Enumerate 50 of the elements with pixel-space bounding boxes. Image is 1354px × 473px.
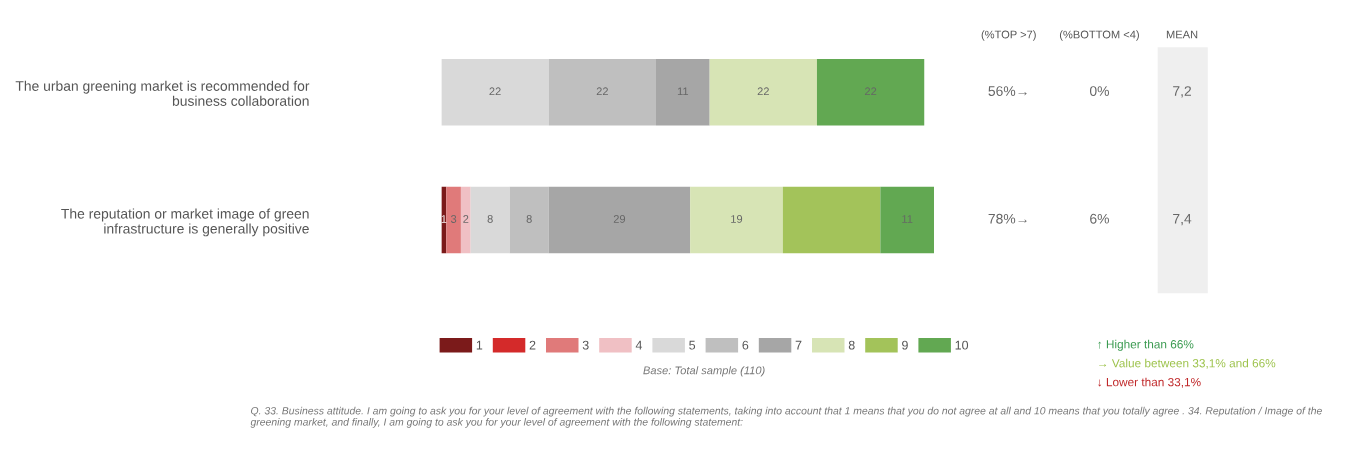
bar (709, 59, 817, 126)
data-label: 8 (487, 215, 493, 223)
text: ↑ Higher than 66% (1098, 339, 1194, 351)
text: 6% (1090, 213, 1109, 224)
bar (460, 186, 471, 254)
data-label: 22 (489, 87, 501, 96)
y-tick-label: The urban greening market is recommended for business collaboration (15, 80, 310, 106)
legend-label: 10 (955, 340, 969, 350)
legend-label: 8 (848, 340, 855, 350)
text: Q. 33. Business attitude. I am going to ask you for your level of agreement with the following statements, taking into account that 1 means that you do not agree at all and 10 means that you totally agree . 34. Reputation / Image of the greening market, and finally, I am going to ask you for your level of agreement with the following statement: (250, 406, 1322, 428)
bar (690, 186, 783, 254)
legend-label: 3 (582, 340, 589, 350)
bar (548, 59, 656, 126)
data-label: 22 (596, 87, 608, 96)
legend-label: 2 (529, 340, 536, 350)
text: ↓ Lower than 33,1% (1098, 377, 1201, 388)
legend-label: 9 (902, 340, 908, 350)
data-label: 22 (757, 87, 769, 96)
text: (%BOTTOM <4) (1059, 30, 1139, 41)
text: 78%→ (988, 213, 1027, 224)
legend-label: 4 (635, 340, 643, 350)
data-label: 2 (463, 215, 469, 223)
data-label: 29 (613, 215, 626, 223)
legend-label: 6 (742, 340, 749, 350)
bar (509, 186, 549, 254)
text: Base: Total sample (110) (643, 366, 765, 377)
bar (782, 186, 881, 254)
legend-label: 5 (689, 340, 696, 350)
bar (446, 186, 461, 254)
bar (548, 186, 691, 254)
text: 0% (1089, 86, 1109, 96)
bar (656, 59, 710, 126)
y-tick-label: The reputation or market image of green infrastructure is generally positive (61, 208, 309, 237)
legend-label: 7 (795, 340, 802, 350)
data-label: 8 (526, 215, 532, 223)
text: → Value between 33,1% and 66% (1099, 358, 1276, 369)
data-label: 11 (677, 87, 689, 96)
data-label: 22 (864, 87, 877, 96)
bar (470, 186, 510, 254)
text: 7,2 (1173, 86, 1191, 98)
bar (441, 59, 549, 126)
text: 7,4 (1173, 213, 1192, 226)
text: 56%→ (988, 86, 1027, 96)
legend-label: 1 (476, 340, 483, 350)
data-label: 19 (731, 215, 743, 223)
data-label: 3 (450, 215, 457, 223)
bar (816, 59, 925, 126)
text: (%TOP >7) (981, 30, 1036, 41)
bar (880, 186, 934, 254)
text: MEAN (1166, 30, 1198, 39)
